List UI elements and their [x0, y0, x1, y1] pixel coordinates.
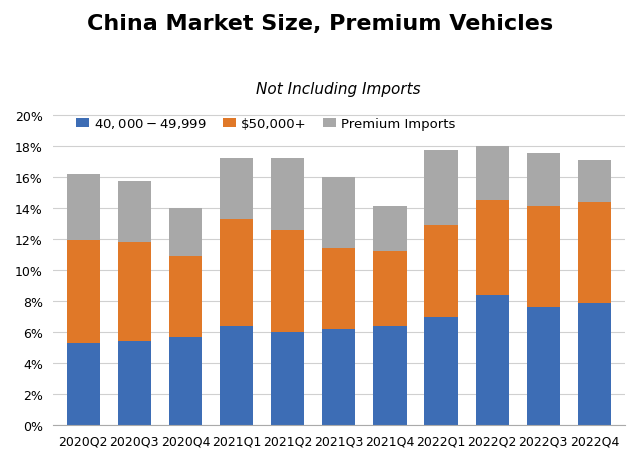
Bar [169, 257, 202, 337]
Bar [322, 329, 355, 425]
Bar [424, 151, 458, 225]
Bar [220, 219, 253, 326]
Bar [476, 146, 509, 200]
Legend: $40,000-$49,999, $50,000+, Premium Imports: $40,000-$49,999, $50,000+, Premium Impor… [70, 111, 461, 136]
Bar [424, 317, 458, 425]
Bar [118, 243, 151, 342]
Bar [118, 342, 151, 425]
Bar [220, 326, 253, 425]
Bar [322, 249, 355, 329]
Bar [373, 252, 406, 326]
Bar [424, 225, 458, 317]
Bar [373, 207, 406, 252]
Bar [578, 303, 611, 425]
Bar [527, 307, 560, 425]
Bar [271, 230, 304, 332]
Bar [476, 200, 509, 295]
Bar [169, 337, 202, 425]
Bar [527, 154, 560, 207]
Bar [578, 202, 611, 303]
Bar [373, 326, 406, 425]
Bar [578, 160, 611, 202]
Bar [67, 241, 100, 343]
Bar [67, 174, 100, 241]
Bar [118, 182, 151, 243]
Bar [169, 208, 202, 257]
Bar [476, 295, 509, 425]
Bar [322, 177, 355, 249]
Title: Not Including Imports: Not Including Imports [257, 82, 421, 97]
Bar [271, 159, 304, 230]
Bar [527, 207, 560, 307]
Bar [271, 332, 304, 425]
Bar [220, 159, 253, 219]
Text: China Market Size, Premium Vehicles: China Market Size, Premium Vehicles [87, 14, 553, 34]
Bar [67, 343, 100, 425]
